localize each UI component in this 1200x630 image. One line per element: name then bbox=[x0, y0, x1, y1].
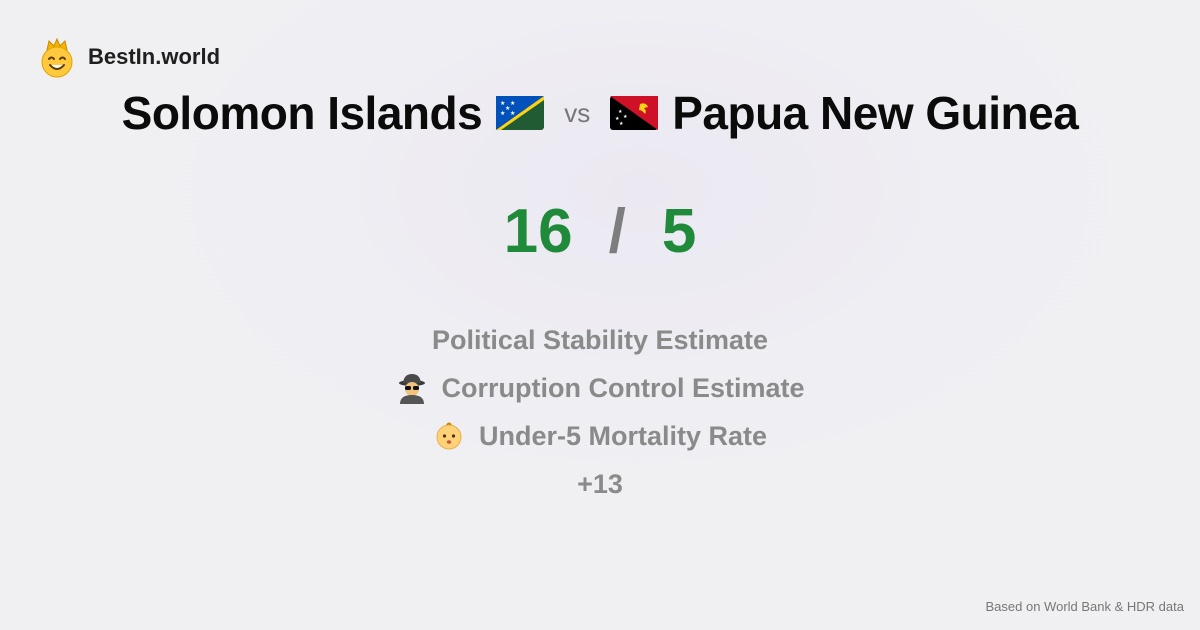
metrics-list: Political Stability Estimate Corruption … bbox=[0, 316, 1200, 508]
vs-label: vs bbox=[564, 97, 591, 128]
papua-new-guinea-flag-icon: ★★ ★★ bbox=[610, 96, 659, 130]
list-item: Corruption Control Estimate bbox=[0, 364, 1200, 412]
right-score: 5 bbox=[661, 197, 697, 266]
list-item: Under-5 Mortality Rate bbox=[0, 412, 1200, 460]
svg-text:★: ★ bbox=[510, 110, 515, 117]
svg-text:★: ★ bbox=[623, 114, 628, 120]
svg-text:★: ★ bbox=[500, 100, 505, 107]
left-score: 16 bbox=[503, 197, 573, 266]
svg-text:★: ★ bbox=[500, 110, 505, 117]
metric-label: Political Stability Estimate bbox=[431, 324, 769, 355]
svg-text:★: ★ bbox=[510, 100, 515, 107]
score-display: 16 / 5 bbox=[0, 196, 1200, 267]
right-country-name: Papua New Guinea bbox=[672, 87, 1079, 139]
metric-label: Corruption Control Estimate bbox=[441, 372, 805, 403]
svg-text:★: ★ bbox=[618, 109, 623, 115]
detective-icon bbox=[398, 374, 425, 404]
svg-text:★: ★ bbox=[615, 116, 620, 122]
list-item: Political Stability Estimate bbox=[0, 316, 1200, 364]
metric-label: Under-5 Mortality Rate bbox=[478, 420, 768, 451]
brand-logo[interactable]: BestIn.world bbox=[38, 36, 220, 78]
comparison-title: Solomon Islands ★ ★ ★ ★ ★ vs ★ ★ ★ ★ Papua N… bbox=[0, 86, 1200, 140]
solomon-islands-flag-icon: ★ ★ ★ ★ ★ bbox=[496, 96, 545, 130]
left-country-name: Solomon Islands bbox=[121, 87, 483, 139]
baby-icon bbox=[436, 422, 462, 450]
score-separator: / bbox=[608, 197, 626, 266]
brand-name: BestIn.world bbox=[88, 44, 221, 69]
svg-text:★: ★ bbox=[505, 105, 510, 112]
more-metrics-count: +13 bbox=[577, 468, 623, 499]
svg-text:★: ★ bbox=[619, 121, 624, 127]
data-source-note: Based on World Bank & HDR data bbox=[985, 599, 1184, 614]
crowned-smiley-icon bbox=[41, 37, 73, 78]
